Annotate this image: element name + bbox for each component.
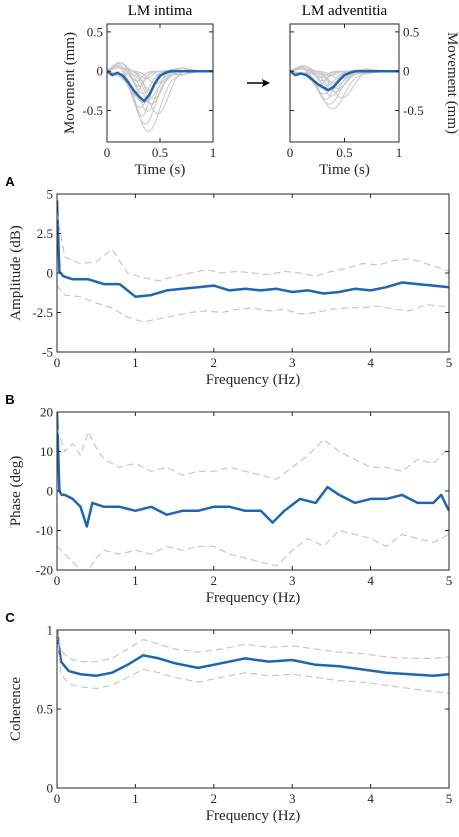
y-tick-label: 0.5 [37,702,53,717]
confidence-bound-line [57,633,449,694]
x-axis-label: Frequency (Hz) [206,808,301,824]
y-axis-label: Movement (mm) [444,32,459,134]
y-tick-label: 1 [47,623,54,638]
x-tick-label: 4 [367,791,374,806]
sample-trace [107,70,213,132]
x-tick-label: 0 [287,145,294,160]
y-tick-label: -10 [36,523,53,538]
y-tick-label: 5 [47,187,54,202]
plot-area [107,61,213,132]
x-tick-label: 1 [132,791,139,806]
x-tick-label: 1 [132,573,139,588]
x-tick-label: 4 [367,573,374,588]
x-tick-label: 4 [367,355,374,370]
x-tick-label: 0 [54,355,61,370]
x-tick-label: 2 [211,573,218,588]
confidence-bound-line [57,529,449,570]
y-axis-label: Phase (deg) [8,456,24,526]
y-tick-label: 0 [47,484,54,499]
mean-line [107,69,213,103]
x-tick-label: 3 [289,355,296,370]
mean-line [290,69,399,92]
x-axis-label: Frequency (Hz) [206,372,301,388]
y-tick-label: 10 [40,444,53,459]
chart-panel-4: 0 1 2 3 4 5 1 0.5 0 Frequency (Hz) Coherence C [5,610,452,824]
mean-line [57,200,449,298]
chart-panel-2: 0 1 2 3 4 5 5 2.5 0 -2.5 -5 Frequency (Hz) Amplitude… [5,174,452,388]
plot-area [57,630,449,694]
plot-area [57,412,449,570]
x-tick-label: 5 [446,355,453,370]
chart-panel-3: 0 1 2 3 4 5 20 10 0 -10 -20 Frequency (Hz) Phase (de… [5,392,452,606]
x-axis-label: Frequency (Hz) [206,590,301,606]
y-tick-label: -5 [42,345,53,360]
mean-line [57,630,449,678]
x-tick-label: 3 [289,791,296,806]
plot-area [57,200,449,323]
y-tick-label: -0.5 [403,103,424,118]
x-tick-label: 3 [289,573,296,588]
x-tick-label: 0 [54,573,61,588]
y-tick-label: 0 [97,64,104,79]
y-tick-label: -2.5 [32,305,53,320]
y-tick-label: 20 [40,405,53,420]
x-axis-label: Time (s) [135,162,186,178]
axes-box [56,629,450,789]
y-tick-label: 2.5 [37,226,53,241]
mean-line [57,412,449,528]
x-tick-label: 0.5 [152,145,168,160]
confidence-bound-line [57,427,449,480]
x-tick-label: 1 [396,145,403,160]
x-tick-label: 5 [446,573,453,588]
x-axis-label: Time (s) [319,162,370,178]
y-tick-label: 0.5 [403,24,419,39]
y-tick-label: 0 [47,781,54,796]
panel-label: A [5,174,15,189]
y-tick-label: 0 [47,266,54,281]
y-axis-label: Movement (mm) [62,32,78,134]
x-tick-label: 0 [104,145,111,160]
x-tick-label: 1 [210,145,217,160]
y-tick-label: -20 [36,563,53,578]
confidence-bound-line [57,630,449,663]
chart-panel-1: 0 0.5 1 0.5 0 -0.5 Time (s) Movement (mm) LM adv… [287,3,459,178]
y-tick-label: 0.5 [87,24,103,39]
axes-box [56,411,450,571]
arrow-icon [247,79,270,87]
x-tick-label: 0 [54,791,61,806]
y-tick-label: 0 [403,64,410,79]
plot-area [290,65,399,110]
y-tick-label: -0.5 [82,103,103,118]
chart-title: LM intima [128,3,193,19]
x-tick-label: 0.5 [336,145,352,160]
chart-panel-0: 0 0.5 1 0.5 0 -0.5 Time (s) Movement (mm) LM int… [62,3,216,178]
panel-label: C [5,610,15,625]
x-tick-label: 2 [211,791,218,806]
y-axis-label: Amplitude (dB) [8,225,24,320]
sample-trace [107,62,213,95]
confidence-bound-line [57,285,449,323]
panel-label: B [5,392,14,407]
confidence-bound-line [57,212,449,282]
x-tick-label: 5 [446,791,453,806]
y-axis-label: Coherence [8,677,24,741]
x-tick-label: 2 [211,355,218,370]
x-tick-label: 1 [132,355,139,370]
chart-title: LM adventitia [302,3,388,19]
